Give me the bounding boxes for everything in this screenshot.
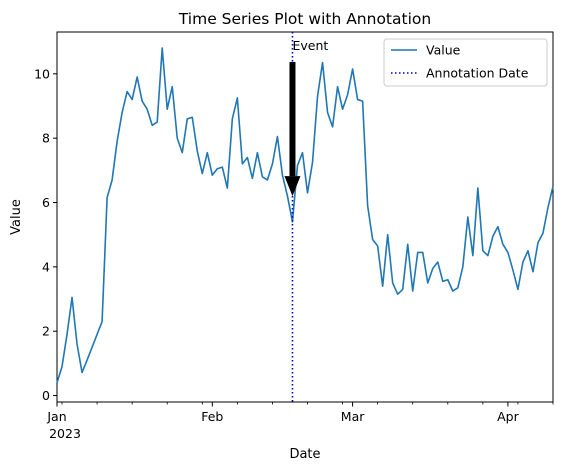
y-tick-label: 4 <box>42 259 50 274</box>
y-axis: 0 2 4 6 8 10 <box>34 66 57 403</box>
legend-frame <box>383 38 548 87</box>
series-lines <box>56 32 554 402</box>
chart-title: Time Series Plot with Annotation <box>178 10 431 28</box>
x-tick-label: Apr <box>497 409 519 424</box>
x-tick-label: Feb <box>201 409 223 424</box>
plot-frame <box>56 31 554 403</box>
event-annotation: Event <box>284 38 328 197</box>
annotation-label: Event <box>292 38 328 53</box>
x-axis: Jan 2023 Feb Mar Apr <box>46 402 554 441</box>
x-axis-label: Date <box>289 447 320 462</box>
y-tick-label: 8 <box>42 131 50 146</box>
y-tick-label: 2 <box>42 324 50 339</box>
x-tick-sublabel: 2023 <box>49 426 81 441</box>
annotation-arrow-head <box>284 176 301 197</box>
legend-label-value: Value <box>426 43 461 58</box>
y-axis-label: Value <box>9 199 24 235</box>
y-tick-label: 6 <box>42 195 50 210</box>
x-tick-label: Jan <box>46 409 66 424</box>
legend-label-annotation-date: Annotation Date <box>426 66 529 81</box>
x-tick-label: Mar <box>341 409 365 424</box>
y-tick-label: 0 <box>42 388 50 403</box>
y-tick-label: 10 <box>34 66 50 81</box>
plot-area: 0 2 4 6 8 10 Jan 2023 Feb Mar Apr Event <box>34 31 554 441</box>
series-value-line <box>56 47 554 383</box>
annotation-arrow-shaft <box>289 61 296 177</box>
legend: Value Annotation Date <box>383 38 548 87</box>
